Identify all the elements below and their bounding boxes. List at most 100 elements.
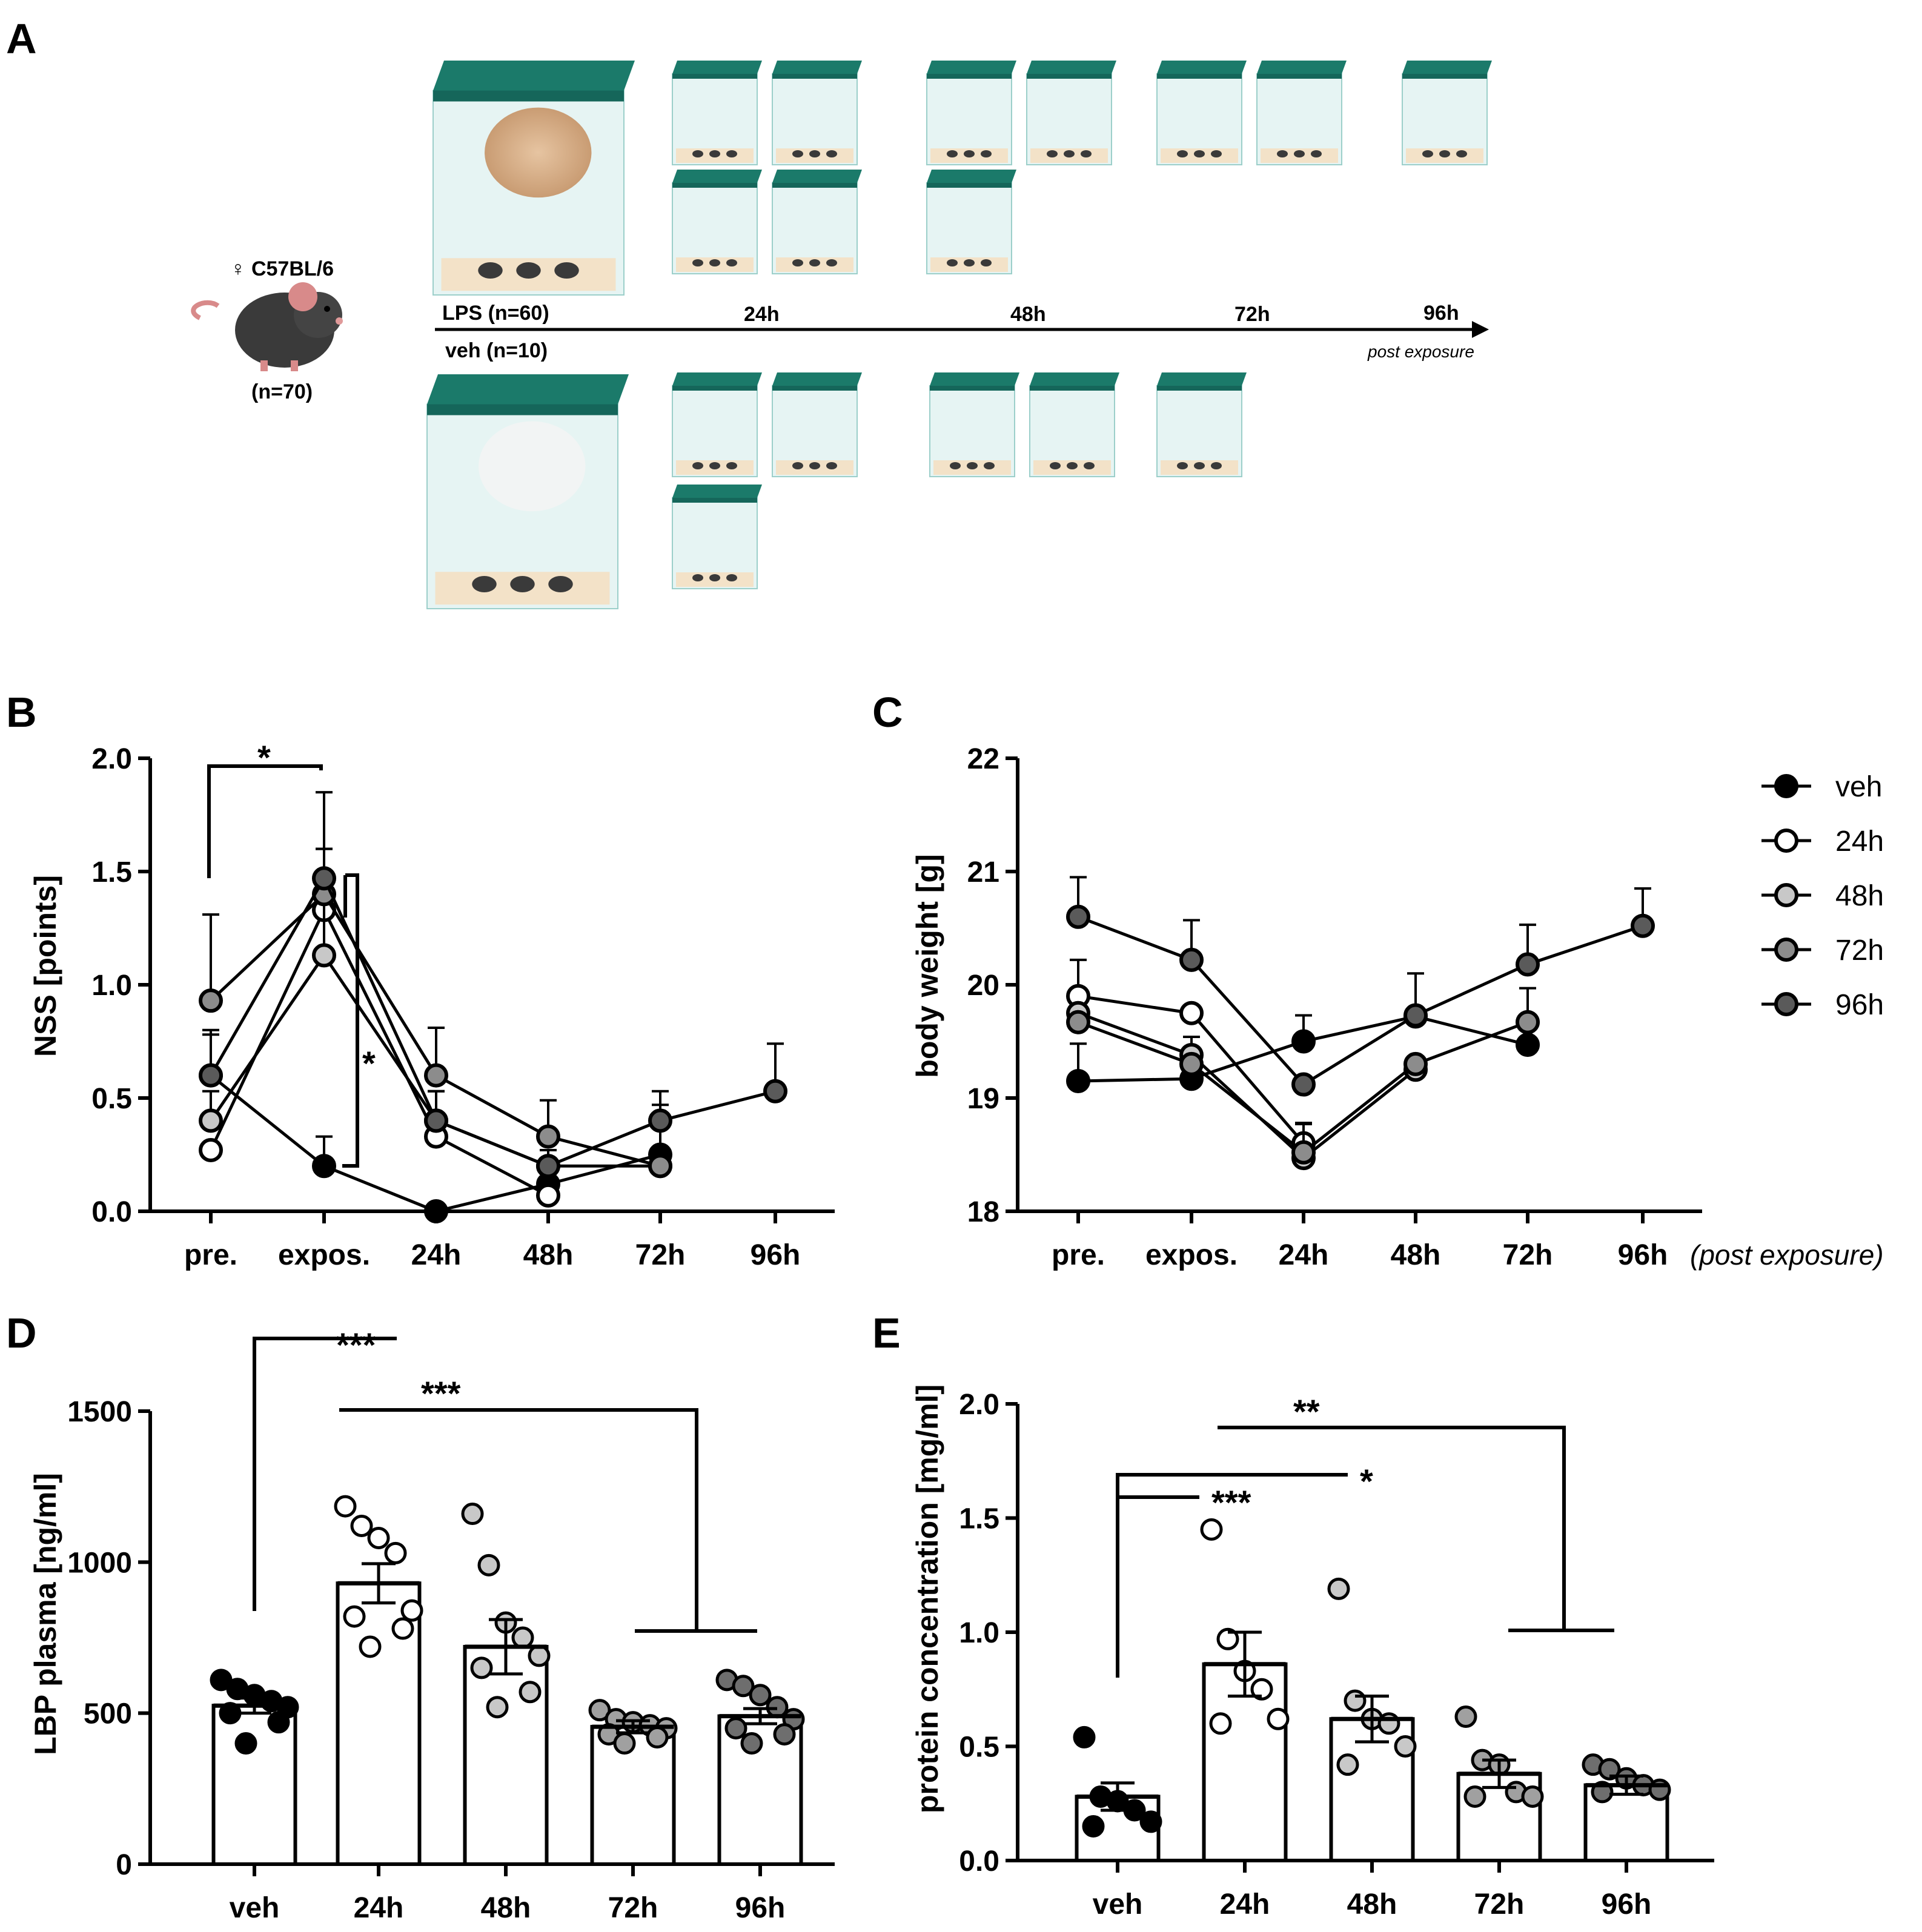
housing-cage-veh-5-lid-edge bbox=[672, 498, 757, 503]
exposure-cage-veh-mouse-2 bbox=[548, 576, 573, 592]
bodyweight-y-tick-label: 20 bbox=[967, 970, 999, 1002]
lbp-dot bbox=[359, 1635, 382, 1658]
nss-point-24h bbox=[536, 1183, 560, 1208]
housing-cage-lps-9-mouse-1 bbox=[964, 259, 975, 266]
timeline-72h: 72h bbox=[1234, 303, 1270, 326]
lbp-dot bbox=[724, 1717, 747, 1740]
lbp-x-tick-label: 48h bbox=[481, 1892, 531, 1924]
housing-cage-lps-0-lid-edge bbox=[672, 74, 757, 79]
legend-label-72h: 72h bbox=[1835, 935, 1884, 967]
housing-cage-veh-1-lid bbox=[772, 372, 862, 386]
protein-x-tick-label: 48h bbox=[1347, 1888, 1397, 1920]
protein-y-tick-label: 0.0 bbox=[959, 1845, 999, 1877]
panel-label-b: B bbox=[6, 689, 37, 736]
lbp-dot bbox=[461, 1503, 484, 1526]
protein-dot bbox=[1598, 1758, 1621, 1781]
housing-cage-lps-9-mouse-0 bbox=[947, 259, 958, 266]
exposure-cage-lps-mouse-2 bbox=[554, 262, 579, 279]
nss-sig-expos: * bbox=[362, 1044, 376, 1082]
housing-cage-veh-4-mouse-2 bbox=[1211, 462, 1222, 469]
housing-cage-lps-0-mouse-2 bbox=[726, 150, 737, 157]
housing-cage-lps-6-mouse-2 bbox=[1456, 150, 1467, 157]
lbp-x-tick-label: 24h bbox=[354, 1892, 404, 1924]
lbp-chart: 0 500 1000 1500 veh 24h 48h 72h 96h *** *** LBP … bbox=[28, 1326, 835, 1924]
bodyweight-y-tick-label: 19 bbox=[967, 1083, 999, 1115]
housing-cage-veh-4-lid-edge bbox=[1157, 386, 1242, 391]
protein-y-tick-label: 1.0 bbox=[959, 1617, 999, 1649]
protein-significance: * *** ** bbox=[1116, 1392, 1614, 1678]
legend-label-24h: 24h bbox=[1835, 825, 1884, 858]
housing-cage-lps-3-lid bbox=[1027, 61, 1116, 74]
protein-dot bbox=[1073, 1725, 1096, 1748]
nss-point-96h bbox=[536, 1154, 560, 1179]
lbp-x-tick-label: veh bbox=[230, 1892, 280, 1924]
housing-cage-lps-7-lid-edge bbox=[672, 183, 757, 188]
legend-marker-veh bbox=[1774, 774, 1798, 798]
protein-sig-veh-24h: *** bbox=[1211, 1483, 1251, 1521]
nss-x-tick-label: 96h bbox=[751, 1239, 801, 1271]
bodyweight-point-72h bbox=[1291, 1140, 1316, 1165]
housing-cage-lps-5-mouse-2 bbox=[1311, 150, 1322, 157]
legend-marker-24h bbox=[1774, 829, 1798, 853]
legend-label-48h: 48h bbox=[1835, 880, 1884, 912]
lbp-y-axis-title: LBP plasma [ng/ml] bbox=[28, 1473, 62, 1755]
housing-cage-lps-8-mouse-1 bbox=[809, 259, 820, 266]
lbp-dot bbox=[613, 1732, 636, 1755]
housing-cage-veh-3-lid-edge bbox=[1030, 386, 1115, 391]
housing-cage-lps-4-lid-edge bbox=[1157, 74, 1242, 79]
lbp-sig-24h-late: *** bbox=[421, 1374, 461, 1412]
nss-x-tick-label: 72h bbox=[635, 1239, 686, 1271]
timeline-arrow bbox=[1472, 321, 1489, 338]
housing-cage-veh-5-mouse-0 bbox=[692, 574, 703, 581]
lbp-dot bbox=[519, 1681, 542, 1704]
housing-cage-lps-2 bbox=[926, 61, 1016, 165]
housing-cage-lps-5-mouse-0 bbox=[1277, 150, 1288, 157]
housing-cage-veh-0-lid-edge bbox=[672, 386, 757, 391]
housing-cage-lps-3 bbox=[1026, 61, 1116, 165]
bodyweight-point-96h bbox=[1631, 913, 1655, 938]
timeline-24h: 24h bbox=[744, 303, 780, 326]
housing-cage-veh-2-mouse-0 bbox=[950, 462, 961, 469]
lbp-y-tick-label: 1500 bbox=[67, 1396, 132, 1428]
protein-dot bbox=[1327, 1577, 1350, 1600]
lbp-dot bbox=[528, 1644, 551, 1667]
bodyweight-point-72h bbox=[1403, 1051, 1428, 1076]
housing-cage-veh-5-mouse-2 bbox=[726, 574, 737, 581]
legend-marker-72h bbox=[1774, 938, 1798, 962]
lbp-dot bbox=[234, 1732, 257, 1755]
housing-cage-veh-3-lid bbox=[1030, 372, 1119, 386]
housing-cage-veh-4 bbox=[1156, 372, 1247, 477]
housing-cage-veh-4-mouse-0 bbox=[1177, 462, 1188, 469]
bodyweight-series-line-48h bbox=[1078, 1011, 1417, 1160]
exposure-cage-veh bbox=[426, 374, 629, 609]
nss-y-tick-label: 0.5 bbox=[91, 1083, 132, 1115]
protein-dot bbox=[1139, 1810, 1162, 1833]
exposure-cage-lps-mouse-0 bbox=[478, 262, 503, 279]
exposure-cage-veh-mouse-1 bbox=[510, 576, 535, 592]
nss-series-line-24h bbox=[209, 906, 549, 1197]
housing-cage-lps-8-lid bbox=[772, 170, 862, 183]
legend-marker-48h bbox=[1774, 883, 1798, 907]
housing-cage-lps-1-lid-edge bbox=[772, 74, 857, 79]
exposure-cage-lps-mouse-1 bbox=[516, 262, 541, 279]
panel-label-c: C bbox=[872, 689, 903, 736]
housing-cage-lps-6-mouse-0 bbox=[1422, 150, 1433, 157]
bodyweight-x-tick-label: 24h bbox=[1279, 1239, 1329, 1271]
housing-cage-lps-2-lid-edge bbox=[927, 74, 1012, 79]
bodyweight-x-tick-label: 48h bbox=[1391, 1239, 1441, 1271]
housing-cage-veh-0-mouse-0 bbox=[692, 462, 703, 469]
bodyweight-point-96h bbox=[1179, 947, 1204, 972]
bodyweight-point-24h bbox=[1179, 1001, 1204, 1025]
housing-cage-veh-3-mouse-2 bbox=[1084, 462, 1095, 469]
housing-cage-lps-1-mouse-1 bbox=[809, 150, 820, 157]
protein-x-tick-label: veh bbox=[1093, 1888, 1143, 1920]
lbp-x-tick-label: 96h bbox=[735, 1892, 786, 1924]
lbp-dot bbox=[486, 1696, 509, 1719]
housing-cage-lps-1-mouse-0 bbox=[792, 150, 803, 157]
lbp-dot bbox=[740, 1732, 763, 1755]
protein-sig-24h-late: ** bbox=[1293, 1392, 1320, 1431]
housing-cage-lps-9-lid bbox=[927, 170, 1016, 183]
housing-cage-veh-1-mouse-0 bbox=[792, 462, 803, 469]
nss-series-line-96h bbox=[209, 875, 776, 1168]
housing-cage-lps-4 bbox=[1156, 61, 1247, 165]
